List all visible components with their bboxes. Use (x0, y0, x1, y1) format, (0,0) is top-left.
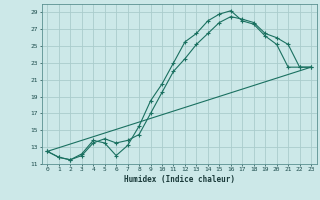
X-axis label: Humidex (Indice chaleur): Humidex (Indice chaleur) (124, 175, 235, 184)
